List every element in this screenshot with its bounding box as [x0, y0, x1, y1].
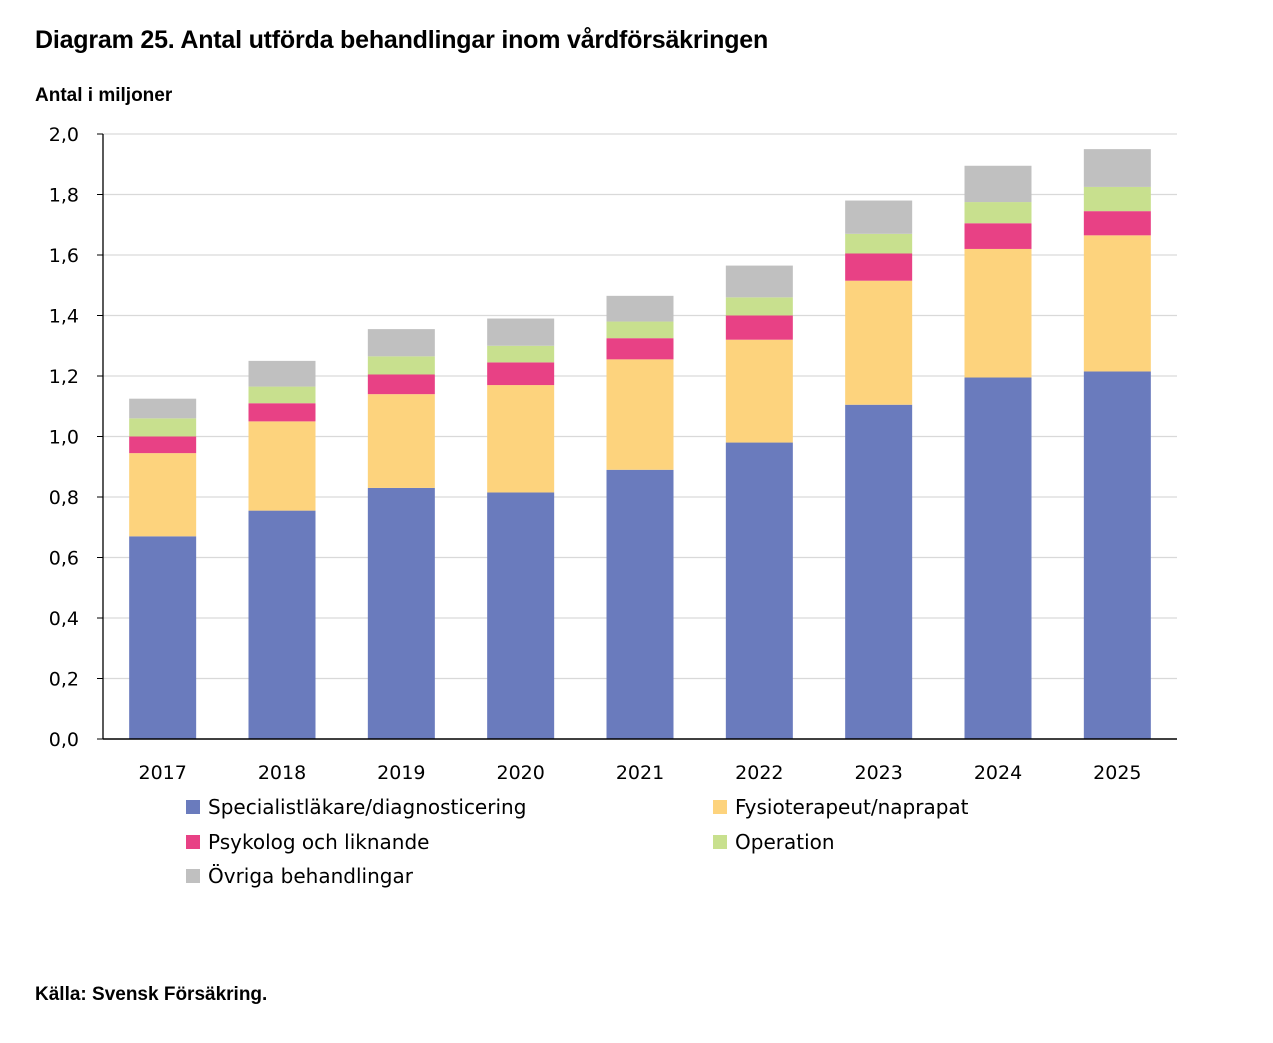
bar-segment-2023-1	[845, 404, 913, 739]
legend-item: Operation	[713, 830, 835, 854]
y-tick-label: 1,8	[49, 185, 79, 207]
bar-segment-2025-3	[1083, 211, 1151, 236]
bar-segment-2018-4	[248, 386, 316, 404]
bar-segment-2018-3	[248, 403, 316, 422]
x-tick-label: 2024	[974, 762, 1022, 784]
x-tick-labels: 2017 2018 2019 2020 2021 2022 2023 2024 2025	[138, 762, 1141, 784]
y-tick-label: 0,6	[49, 548, 79, 570]
y-tick-label: 1,6	[49, 245, 79, 267]
x-tick-label: 2023	[854, 762, 902, 784]
legend-swatch	[713, 800, 727, 814]
bar-segment-2019-3	[367, 374, 435, 395]
bar-segment-2025-5	[1083, 149, 1151, 187]
source-note: Källa: Svensk Försäkring.	[35, 984, 268, 1005]
bar-segment-2020-4	[487, 345, 555, 363]
bar-segment-2019-5	[367, 329, 435, 357]
x-tick-label: 2018	[258, 762, 306, 784]
bar-segment-2024-1	[964, 377, 1032, 739]
legend-label: Fysioterapeut/naprapat	[735, 795, 969, 819]
legend-item: Specialistläkare/diagnosticering	[186, 795, 526, 819]
bar-segment-2019-1	[367, 487, 435, 739]
x-tick-label: 2021	[616, 762, 664, 784]
y-tick-labels: 0,0 0,2 0,4 0,6 0,8 1,0 1,2 1,4 1,6 1,8 2,0	[49, 124, 79, 751]
y-tick-label: 1,4	[49, 306, 79, 328]
y-tick-label: 1,2	[49, 366, 79, 388]
legend-item: Övriga behandlingar	[186, 864, 413, 888]
legend-swatch	[186, 835, 200, 849]
x-tick-label: 2019	[377, 762, 425, 784]
bar-segment-2017-3	[129, 436, 197, 454]
bar-segment-2020-2	[487, 385, 555, 493]
bar-segment-2023-3	[845, 253, 913, 281]
bar-segment-2024-3	[964, 223, 1032, 249]
y-tick-label: 2,0	[49, 124, 79, 146]
bar-segment-2020-5	[487, 318, 555, 346]
legend-swatch	[713, 835, 727, 849]
bar-segment-2017-4	[129, 418, 197, 437]
legend-item: Fysioterapeut/naprapat	[713, 795, 969, 819]
bar-segment-2021-5	[606, 295, 674, 322]
bar-segment-2018-1	[248, 510, 316, 739]
bar-segment-2022-2	[725, 339, 793, 443]
bar-segment-2022-3	[725, 315, 793, 340]
y-tick-label: 0,2	[49, 669, 79, 691]
bar-segment-2019-2	[367, 394, 435, 488]
x-tick-label: 2017	[138, 762, 186, 784]
legend-label: Operation	[735, 830, 835, 854]
bar-segment-2023-2	[845, 280, 913, 405]
bar-segment-2025-2	[1083, 235, 1151, 372]
bar-segment-2025-1	[1083, 371, 1151, 739]
y-tick-label: 0,8	[49, 487, 79, 509]
bar-segment-2021-1	[606, 469, 674, 739]
legend-label: Övriga behandlingar	[208, 864, 413, 888]
bar-segment-2023-4	[845, 233, 913, 254]
bar-segment-2021-2	[606, 359, 674, 470]
bar-segment-2020-1	[487, 492, 555, 739]
x-tick-label: 2022	[735, 762, 783, 784]
bar-segment-2018-5	[248, 360, 316, 387]
bar-segment-2017-2	[129, 453, 197, 537]
y-axis-unit-label: Antal i miljoner	[35, 85, 173, 106]
chart-title: Diagram 25. Antal utförda behandlingar i…	[35, 26, 769, 54]
axes	[97, 133, 1177, 740]
bar-segment-2024-4	[964, 202, 1032, 224]
bar-segment-2018-2	[248, 421, 316, 511]
bar-segment-2022-5	[725, 265, 793, 298]
y-tick-label: 0,4	[49, 608, 79, 630]
bar-segment-2024-2	[964, 248, 1032, 378]
bar-segment-2022-1	[725, 442, 793, 739]
legend-swatch	[186, 869, 200, 883]
bar-segment-2017-5	[129, 398, 197, 419]
legend-swatch	[186, 800, 200, 814]
y-tick-label: 1,0	[49, 427, 79, 449]
x-tick-label: 2025	[1093, 762, 1141, 784]
y-tick-label: 0,0	[49, 729, 79, 751]
bar-segment-2020-3	[487, 362, 555, 386]
bar-segment-2022-4	[725, 297, 793, 316]
bar-segment-2024-5	[964, 165, 1032, 203]
bar-segment-2021-3	[606, 338, 674, 360]
bar-segment-2019-4	[367, 356, 435, 375]
legend-label: Specialistläkare/diagnosticering	[208, 795, 527, 819]
bar-stacks	[129, 149, 1151, 739]
bar-segment-2025-4	[1083, 186, 1151, 212]
x-tick-label: 2020	[496, 762, 544, 784]
legend-label: Psykolog och liknande	[208, 830, 430, 854]
legend-item: Psykolog och liknande	[186, 830, 429, 854]
bar-segment-2023-5	[845, 200, 913, 234]
bar-segment-2017-1	[129, 536, 197, 739]
bar-segment-2021-4	[606, 321, 674, 339]
